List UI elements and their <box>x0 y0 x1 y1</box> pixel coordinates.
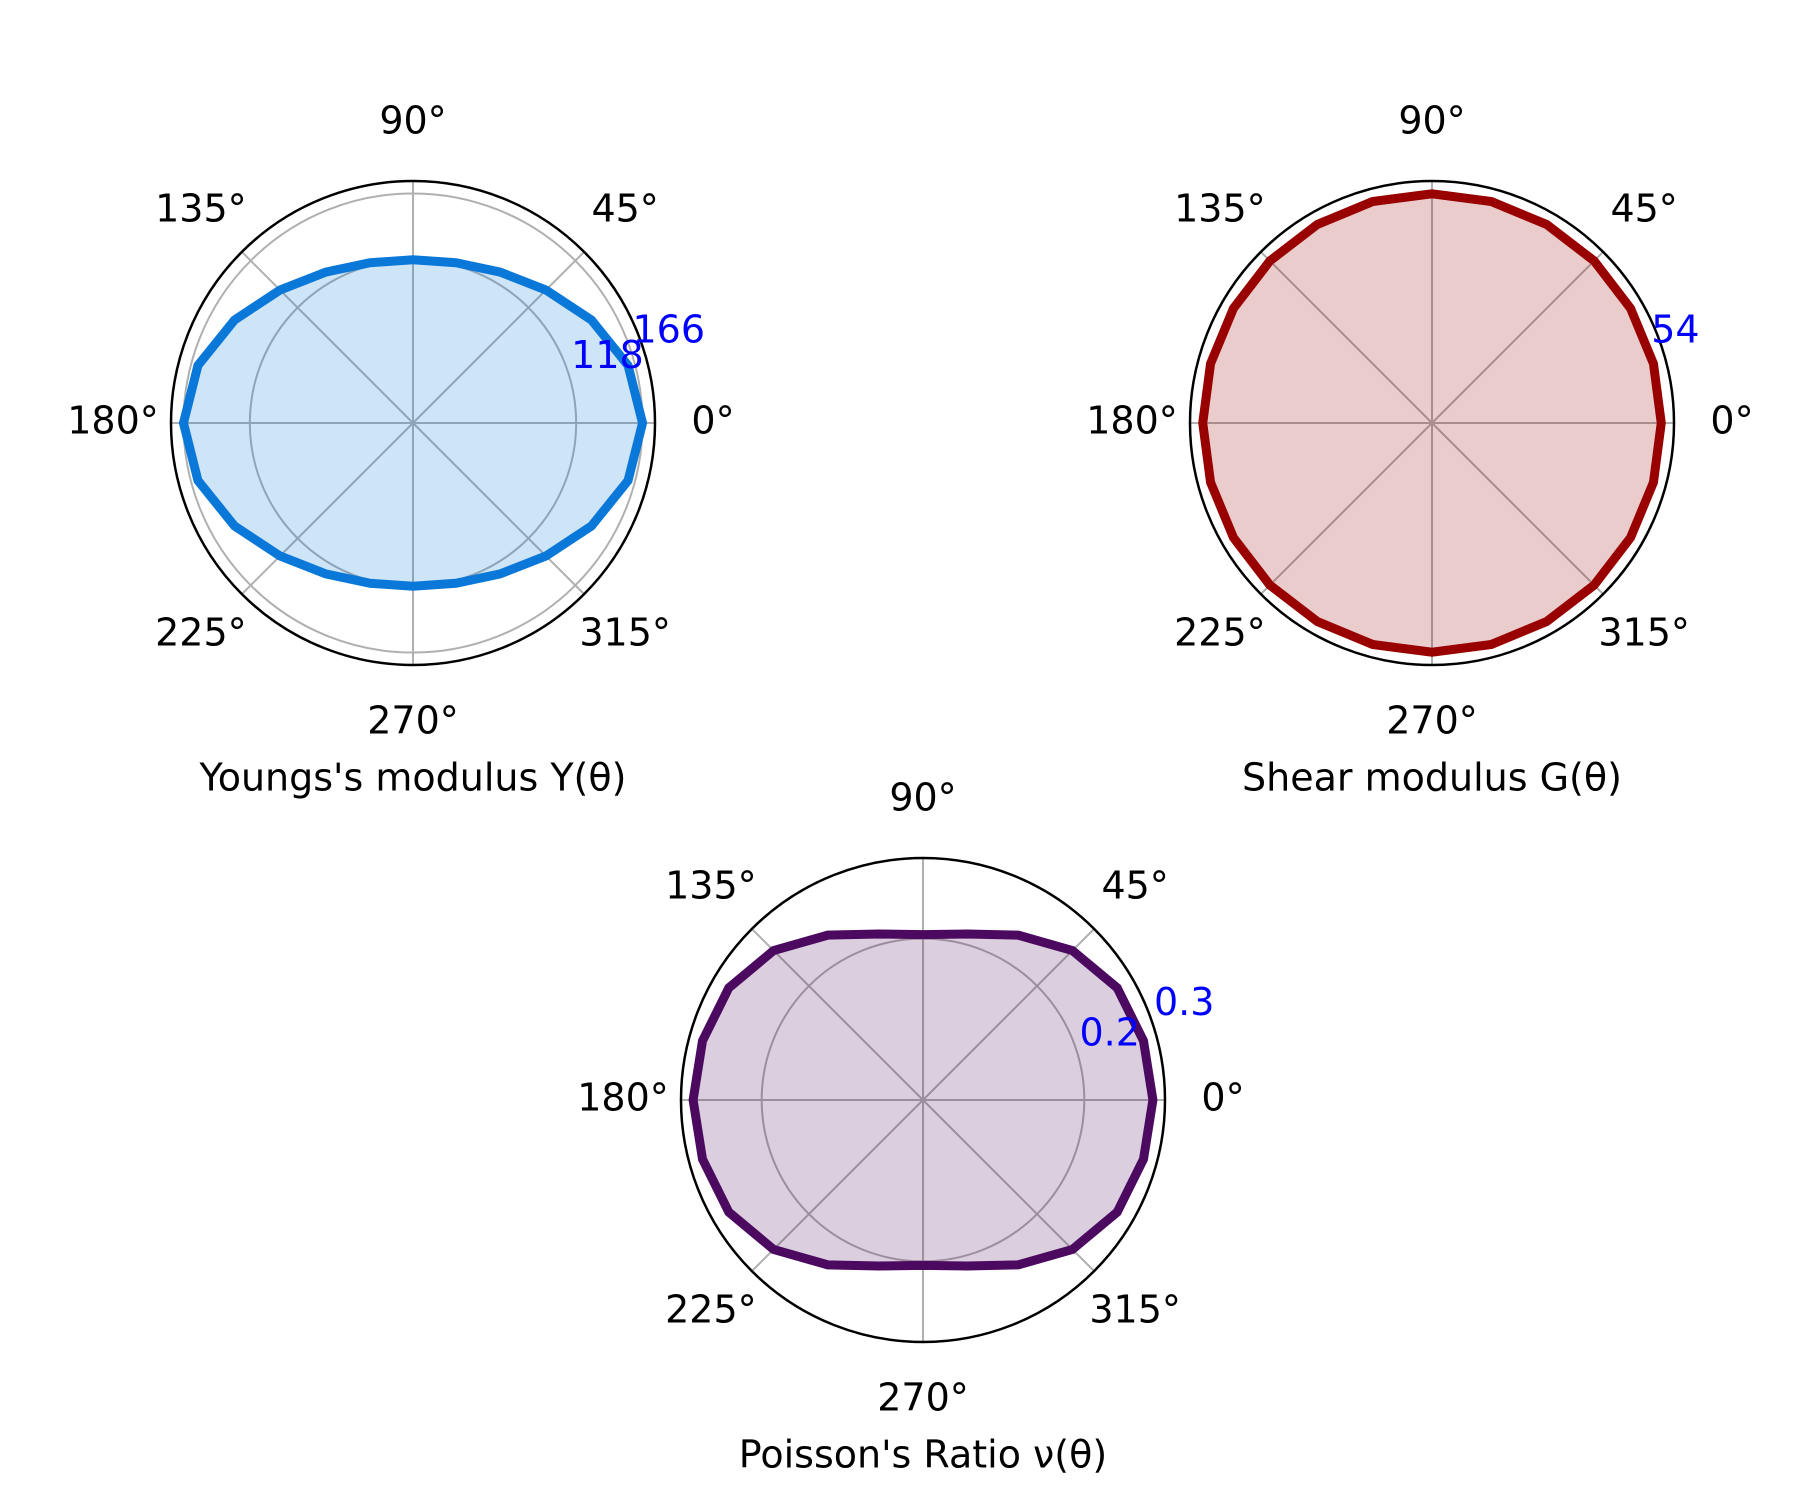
polar-spine <box>169 179 657 667</box>
theta-tick-label: 135° <box>665 863 757 907</box>
radial-tick-label: 166 <box>632 308 705 352</box>
radial-tick-label: 0.2 <box>1079 1011 1139 1055</box>
angular-grid-line <box>412 251 585 424</box>
theta-tick-label: 45° <box>591 186 658 230</box>
angular-grid-line <box>1260 251 1433 424</box>
theta-tick-label: 225° <box>1174 611 1266 655</box>
theta-tick-label: 90° <box>1398 99 1465 143</box>
chart-title: Youngs's modulus Y(θ) <box>199 756 627 800</box>
polar-spine <box>1188 179 1676 667</box>
chart-title: Poisson's Ratio ν(θ) <box>739 1433 1107 1477</box>
theta-tick-label: 180° <box>1086 399 1178 443</box>
chart-title: Shear modulus G(θ) <box>1242 756 1622 800</box>
polar-chart: 0° 45° 90° 135° 180° 225° 270° 315° 0.2 0.3 Poisso… <box>577 776 1244 1477</box>
angular-grid-line <box>241 422 414 595</box>
theta-tick-label: 90° <box>379 99 446 143</box>
theta-tick-label: 270° <box>367 699 459 743</box>
area <box>693 934 1153 1266</box>
theta-tick-label: 45° <box>1101 863 1168 907</box>
angular-grid-line <box>922 1099 1095 1272</box>
radial-tick-label: 0.3 <box>1154 980 1214 1024</box>
angular-grid-line <box>1260 422 1433 595</box>
theta-tick-label: 225° <box>665 1288 757 1332</box>
line <box>688 929 1158 1271</box>
angular-grid-line <box>751 928 924 1101</box>
theta-tick-label: 135° <box>155 186 247 230</box>
polar-spine <box>679 856 1167 1344</box>
theta-tick-label: 180° <box>67 399 159 443</box>
theta-tick-label: 270° <box>1386 699 1478 743</box>
theta-tick-label: 270° <box>877 1376 969 1420</box>
radial-tick-label: 54 <box>1651 308 1699 352</box>
theta-tick-label: 135° <box>1174 186 1266 230</box>
angular-grid-line <box>241 251 414 424</box>
angular-grid-line <box>1431 422 1604 595</box>
area <box>183 259 643 587</box>
theta-tick-label: 315° <box>1598 611 1690 655</box>
angular-grid-line <box>1431 251 1604 424</box>
theta-tick-label: 225° <box>155 611 247 655</box>
theta-tick-label: 315° <box>579 611 671 655</box>
theta-tick-label: 0° <box>1201 1076 1244 1120</box>
radial-tick-label: 118 <box>571 333 644 377</box>
line <box>1198 189 1666 657</box>
line <box>178 255 648 591</box>
area <box>1202 193 1662 653</box>
theta-tick-label: 45° <box>1610 186 1677 230</box>
theta-tick-label: 180° <box>577 1076 669 1120</box>
theta-tick-label: 0° <box>691 399 734 443</box>
angular-grid-line <box>412 422 585 595</box>
theta-tick-label: 315° <box>1089 1288 1181 1332</box>
theta-tick-label: 0° <box>1710 399 1753 443</box>
angular-grid-line <box>922 928 1095 1101</box>
theta-tick-label: 90° <box>889 776 956 820</box>
angular-grid-line <box>751 1099 924 1272</box>
polar-chart: 0° 45° 90° 135° 180° 225° 270° 315° 54 Shear modu… <box>1086 99 1753 800</box>
